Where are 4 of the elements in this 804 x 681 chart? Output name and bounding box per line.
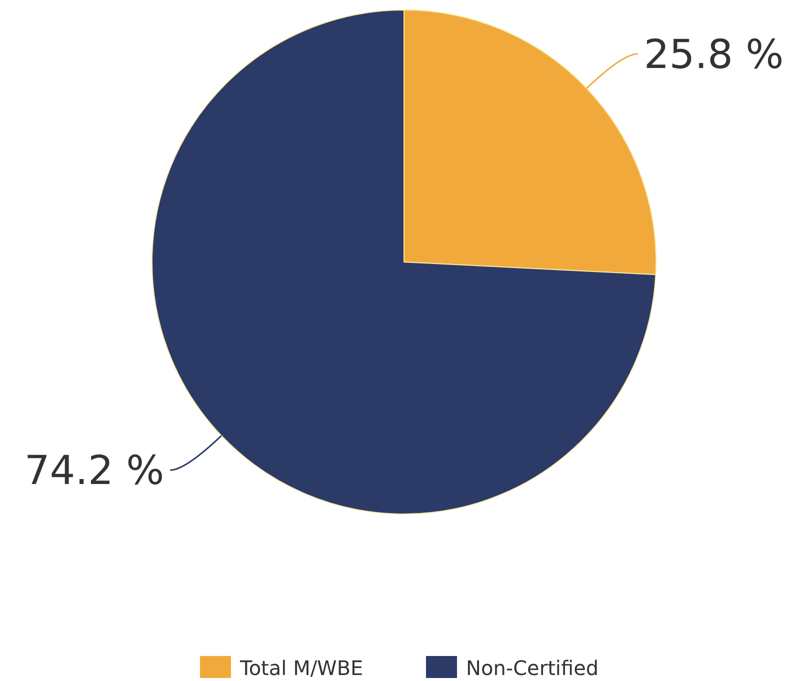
legend-label: Total M/WBE xyxy=(239,656,364,680)
data-label: 74.2 % xyxy=(24,448,164,494)
data-label: 25.8 % xyxy=(644,32,784,78)
legend-label: Non-Certified xyxy=(466,656,599,680)
